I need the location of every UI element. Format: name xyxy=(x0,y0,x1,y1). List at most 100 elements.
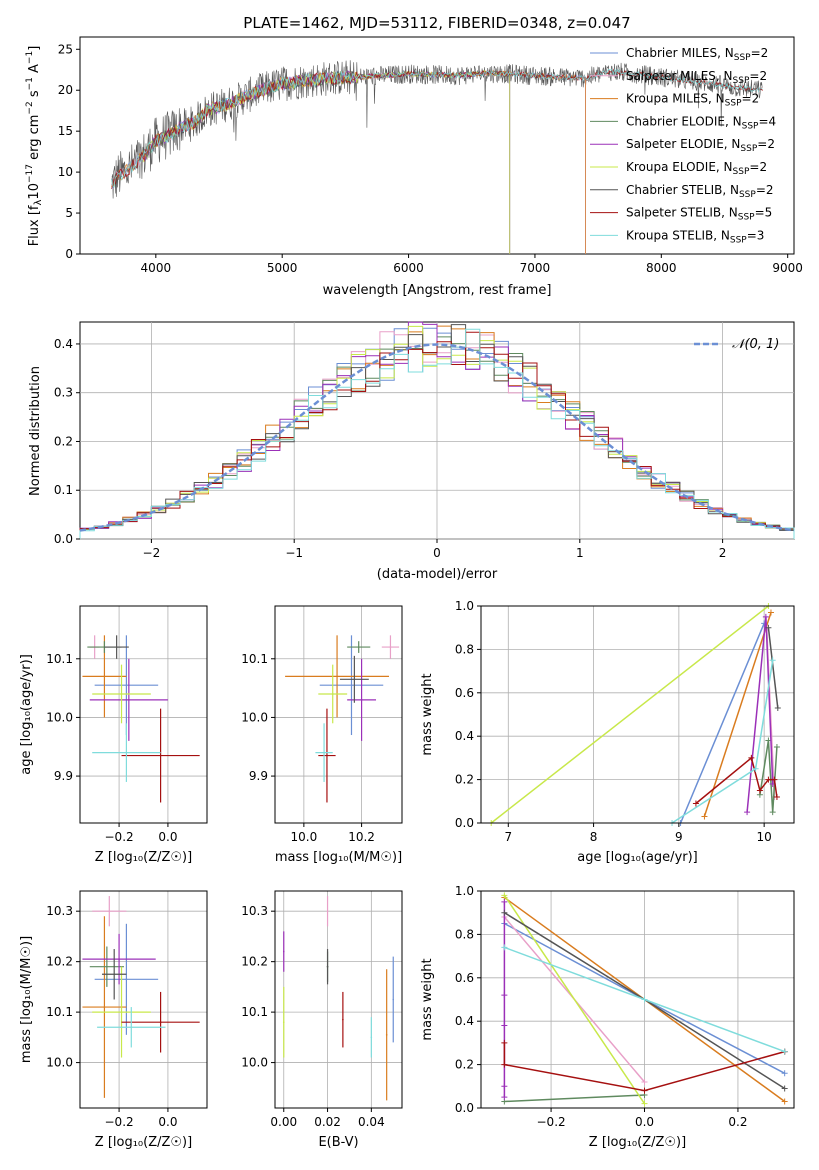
mass-weight-vs-age-ytick-label: 0.8 xyxy=(455,642,474,656)
mass-vs-Z-frame xyxy=(79,890,208,1109)
mass-vs-Z-xtick-label: 0.0 xyxy=(158,1115,177,1129)
mass-weight-vs-Z-ylabel: mass weight xyxy=(420,958,435,1040)
age-vs-mass-point xyxy=(331,693,334,695)
spectrum-model-line xyxy=(111,68,763,188)
spectrum-legend-label: Chabrier MILES, NSSP=2 xyxy=(626,46,768,63)
normal-curve xyxy=(79,343,795,532)
mass-weight-vs-age-series-marker xyxy=(765,624,772,631)
mass-vs-Z-ylabel: mass [log₁₀(M/M☉)] xyxy=(19,936,34,1063)
mass-weight-vs-age-series-marker xyxy=(771,776,778,783)
mass-weight-vs-age-series-marker xyxy=(774,704,781,711)
mass-weight-vs-Z-ytick-label: 0.4 xyxy=(455,1014,474,1028)
mass-weight-vs-Z-frame xyxy=(480,890,795,1109)
mass-weight-vs-Z-series-marker xyxy=(501,1039,508,1046)
mass-weight-vs-age-series-marker xyxy=(769,809,776,816)
mass-vs-ebv-ytick-label: 10.0 xyxy=(241,1056,268,1070)
mass-weight-vs-age-xtick-label: 10 xyxy=(757,830,772,844)
histogram-xtick-label: 0 xyxy=(433,546,441,560)
mass-weight-vs-Z-chart: −0.2 0.0 0.2 0.0 0.2 0.4 0.6 0.8 1.0 Z [log₁₀(Z/Z… xyxy=(420,884,795,1150)
histogram-xtick-label: 1 xyxy=(576,546,584,560)
mass-weight-vs-age-xtick-label: 7 xyxy=(504,830,512,844)
mass-weight-vs-Z-series-marker xyxy=(781,1098,788,1105)
mass-weight-vs-Z-ytick-label: 1.0 xyxy=(455,884,474,898)
mass-vs-ebv-frame xyxy=(274,890,403,1109)
age-vs-mass-xtick-label: 10.0 xyxy=(291,830,318,844)
mass-weight-vs-Z-ytick-label: 0.0 xyxy=(455,1101,474,1115)
age-vs-mass-point xyxy=(326,754,328,757)
mass-weight-vs-age-xtick-label: 9 xyxy=(675,830,683,844)
mass-vs-ebv-chart: 0.00 0.02 0.04 10.0 10.1 10.2 10.3 E(B-V) xyxy=(241,890,403,1150)
mass-vs-ebv-point xyxy=(370,1036,373,1039)
mass-weight-vs-age-chart: 7 8 9 10 0.0 0.2 0.4 0.6 0.8 1.0 age [log₁₀(age/yr… xyxy=(420,599,795,865)
mass-weight-vs-age-xtick-label: 8 xyxy=(590,830,598,844)
age-vs-mass-chart: 10.0 10.2 9.9 10.0 10.1 mass [log₁₀(M/M☉)] xyxy=(241,605,403,865)
spectrum-legend-label: Salpeter ELODIE, NSSP=2 xyxy=(626,137,775,154)
mass-weight-vs-Z-series-marker xyxy=(501,1022,508,1029)
age-vs-mass-point xyxy=(353,678,356,681)
mass-vs-ebv-point xyxy=(326,910,329,912)
mass-weight-vs-age-series-marker xyxy=(762,613,769,620)
spectrum-xtick-label: 9000 xyxy=(772,261,803,275)
age-vs-Z-chart: −0.2 0.0 9.9 10.0 10.1 Z [log₁₀(Z/Z☉)] age [lo… xyxy=(19,605,208,865)
mass-weight-vs-Z-series-marker xyxy=(501,944,508,951)
histogram-ytick-label: 0.3 xyxy=(54,386,73,400)
mass-vs-Z-point xyxy=(118,958,120,960)
age-vs-Z-point xyxy=(125,684,128,686)
mass-vs-ebv-xtick-label: 0.02 xyxy=(314,1115,341,1129)
spectrum-xlabel: wavelength [Angstrom, rest frame] xyxy=(323,283,552,298)
spectrum-frame xyxy=(79,36,795,255)
mass-weight-vs-age-ylabel: mass weight xyxy=(420,673,435,755)
mass-weight-vs-Z-xtick-label: 0.2 xyxy=(728,1115,747,1129)
mass-weight-vs-Z-series-marker xyxy=(781,1048,788,1055)
spectrum-xtick-label: 5000 xyxy=(267,261,298,275)
histogram-plot-area xyxy=(79,321,795,540)
mass-weight-vs-Z-series-marker xyxy=(641,996,648,1003)
mass-weight-vs-Z-series-marker xyxy=(641,1087,648,1094)
mass-vs-Z-point xyxy=(130,1026,133,1029)
mass-vs-Z-ytick-label: 10.1 xyxy=(46,1005,73,1019)
histogram-xtick-label: −2 xyxy=(143,546,161,560)
spectrum-ytick-label: 15 xyxy=(58,124,73,138)
spectrum-legend-label: Chabrier STELIB, NSSP=2 xyxy=(626,183,774,200)
mass-vs-ebv-point xyxy=(342,1018,344,1021)
mass-vs-ebv-xtick-label: 0.04 xyxy=(358,1115,385,1129)
histogram-xlabel: (data-model)/error xyxy=(377,567,498,582)
mass-vs-ebv-xlabel: E(B-V) xyxy=(318,1135,358,1150)
mass-vs-ebv-point xyxy=(282,950,285,953)
mass-weight-vs-age-series-marker xyxy=(752,765,759,772)
spectrum-xtick-label: 7000 xyxy=(520,261,551,275)
mass-weight-vs-Z-series-marker xyxy=(501,1083,508,1090)
spectrum-legend-label: Kroupa STELIB, NSSP=3 xyxy=(626,228,764,245)
mass-weight-vs-age-series-marker xyxy=(744,809,751,816)
mass-weight-vs-Z-series-marker xyxy=(501,892,508,899)
age-vs-Z-point xyxy=(125,751,128,754)
mass-weight-vs-age-ytick-label: 0.0 xyxy=(455,816,474,830)
spectrum-ytick-label: 10 xyxy=(58,165,73,179)
age-vs-Z-point xyxy=(159,754,162,757)
mass-weight-vs-age-series-line xyxy=(679,623,765,824)
mass-vs-ebv-xtick-label: 0.00 xyxy=(270,1115,297,1129)
spectrum-chart: 4000 5000 6000 7000 8000 9000 0 5 10 15 20 25 wavel… xyxy=(25,36,803,298)
mass-vs-Z-point xyxy=(113,973,115,976)
age-vs-Z-ylabel: age [log₁₀(age/yr)] xyxy=(19,654,34,775)
mass-vs-ebv-point xyxy=(326,965,329,968)
mass-weight-vs-age-ytick-label: 0.6 xyxy=(455,686,474,700)
mass-weight-vs-age-series-line xyxy=(703,612,772,817)
mass-weight-vs-age-ytick-label: 0.4 xyxy=(455,729,474,743)
mass-vs-Z-xtick-label: −0.2 xyxy=(105,1115,134,1129)
age-vs-mass-point xyxy=(323,751,325,754)
mass-vs-Z-point xyxy=(159,1021,162,1024)
mass-weight-vs-Z-series-marker xyxy=(501,1094,508,1101)
age-vs-Z-xtick-label: 0.0 xyxy=(158,830,177,844)
mass-weight-vs-Z-series-line xyxy=(503,1042,785,1092)
mass-weight-vs-age-series-marker xyxy=(767,609,774,616)
mass-vs-Z-point xyxy=(106,965,108,968)
spectrum-ytick-label: 0 xyxy=(65,247,73,261)
mass-weight-vs-age-series-marker xyxy=(773,744,780,751)
age-vs-mass-xlabel: mass [log₁₀(M/M☉)] xyxy=(275,850,402,865)
mass-weight-vs-Z-series-marker xyxy=(781,1085,788,1092)
figure-title: PLATE=1462, MJD=53112, FIBERID=0348, z=0… xyxy=(243,14,630,32)
mass-vs-Z-point xyxy=(103,1006,106,1008)
residual-histogram-chart: −2 −1 0 1 2 0.0 0.1 0.2 0.3 0.4 (data-model)/erro… xyxy=(28,321,795,582)
